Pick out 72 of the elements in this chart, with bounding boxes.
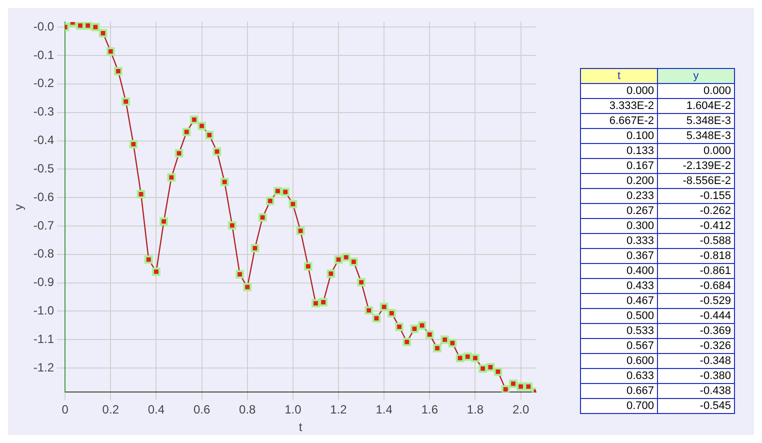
text: 0.500 xyxy=(580,308,658,324)
text: -0.380 xyxy=(658,368,734,384)
text: 0.167 xyxy=(580,158,658,174)
text: y xyxy=(658,68,734,84)
text: 0.267 xyxy=(580,204,658,218)
text: -0.588 xyxy=(658,234,734,248)
text: 0.700 xyxy=(580,398,658,414)
x-tick-label: 1.4 xyxy=(376,402,393,417)
x-tick-label: 2.0 xyxy=(512,402,530,417)
text: 0.667 xyxy=(580,384,658,398)
y-tick-label: -0.7 xyxy=(33,218,54,232)
text: -0.155 xyxy=(658,188,734,204)
text: -0.529 xyxy=(658,294,734,308)
text: -0.369 xyxy=(658,324,734,338)
text: 0.533 xyxy=(580,324,658,338)
y-tick-label: -1.0 xyxy=(33,304,54,318)
y-tick-label: -0.0 xyxy=(33,19,54,34)
x-tick-label: 0.6 xyxy=(193,402,210,417)
y-tick-label: -0.6 xyxy=(33,190,54,204)
text: -0.818 xyxy=(658,248,734,264)
x-tick-label: 1.0 xyxy=(284,402,302,417)
y-tick-label: -0.8 xyxy=(33,246,54,261)
text: -0.684 xyxy=(658,278,734,294)
text: 0.333 xyxy=(580,234,658,248)
text: 0.433 xyxy=(580,278,658,294)
text: -0.438 xyxy=(658,384,734,398)
text: 5.348E-3 xyxy=(658,114,734,128)
text: 0.633 xyxy=(580,368,658,384)
text: -2.139E-2 xyxy=(658,158,734,174)
text: 0.000 xyxy=(658,84,734,98)
x-tick-label: 1.6 xyxy=(421,402,438,417)
text: 0.233 xyxy=(580,188,658,204)
text: -0.545 xyxy=(658,398,734,414)
text: -0.348 xyxy=(658,354,734,368)
x-axis-title: t xyxy=(298,420,303,434)
y-tick-label: -0.9 xyxy=(33,275,54,290)
text: 0.200 xyxy=(580,174,658,188)
text: 0.467 xyxy=(580,294,658,308)
x-tick-label: 1.8 xyxy=(466,402,484,417)
y-tick-label: -0.5 xyxy=(33,161,54,176)
text: 3.333E-2 xyxy=(580,98,658,114)
text: 0.300 xyxy=(580,218,658,234)
y-tick-label: -1.2 xyxy=(33,360,54,374)
y-tick-label: -0.4 xyxy=(33,133,54,148)
x-tick-label: 0.4 xyxy=(148,402,165,417)
text: 0.133 xyxy=(580,144,658,158)
y-axis-title: y xyxy=(12,204,26,210)
y-tick-label: -0.2 xyxy=(33,76,54,90)
text: -0.326 xyxy=(658,338,734,354)
text: 0.367 xyxy=(580,248,658,264)
text: 6.667E-2 xyxy=(580,114,658,128)
text: -0.412 xyxy=(658,218,734,234)
x-tick-label: 0 xyxy=(62,402,69,417)
x-tick-label: 0.2 xyxy=(102,402,120,417)
x-tick-label: 0.8 xyxy=(239,402,256,417)
text: 0.600 xyxy=(580,354,658,368)
y-tick-label: -0.3 xyxy=(33,104,54,119)
text: -0.444 xyxy=(658,308,734,324)
text: 5.348E-3 xyxy=(658,128,734,144)
text: 0.400 xyxy=(580,264,658,278)
text: -8.556E-2 xyxy=(658,174,734,188)
text: -0.861 xyxy=(658,264,734,278)
text: -0.262 xyxy=(658,204,734,218)
text: t xyxy=(580,68,658,84)
text: 0.000 xyxy=(580,84,658,98)
y-tick-label: -0.1 xyxy=(33,48,54,62)
text: 0.100 xyxy=(580,128,658,144)
y-tick-label: -1.1 xyxy=(33,332,54,346)
text: 0.000 xyxy=(658,144,734,158)
x-tick-label: 1.2 xyxy=(330,402,348,417)
text: 1.604E-2 xyxy=(658,98,734,114)
text: 0.567 xyxy=(580,338,658,354)
